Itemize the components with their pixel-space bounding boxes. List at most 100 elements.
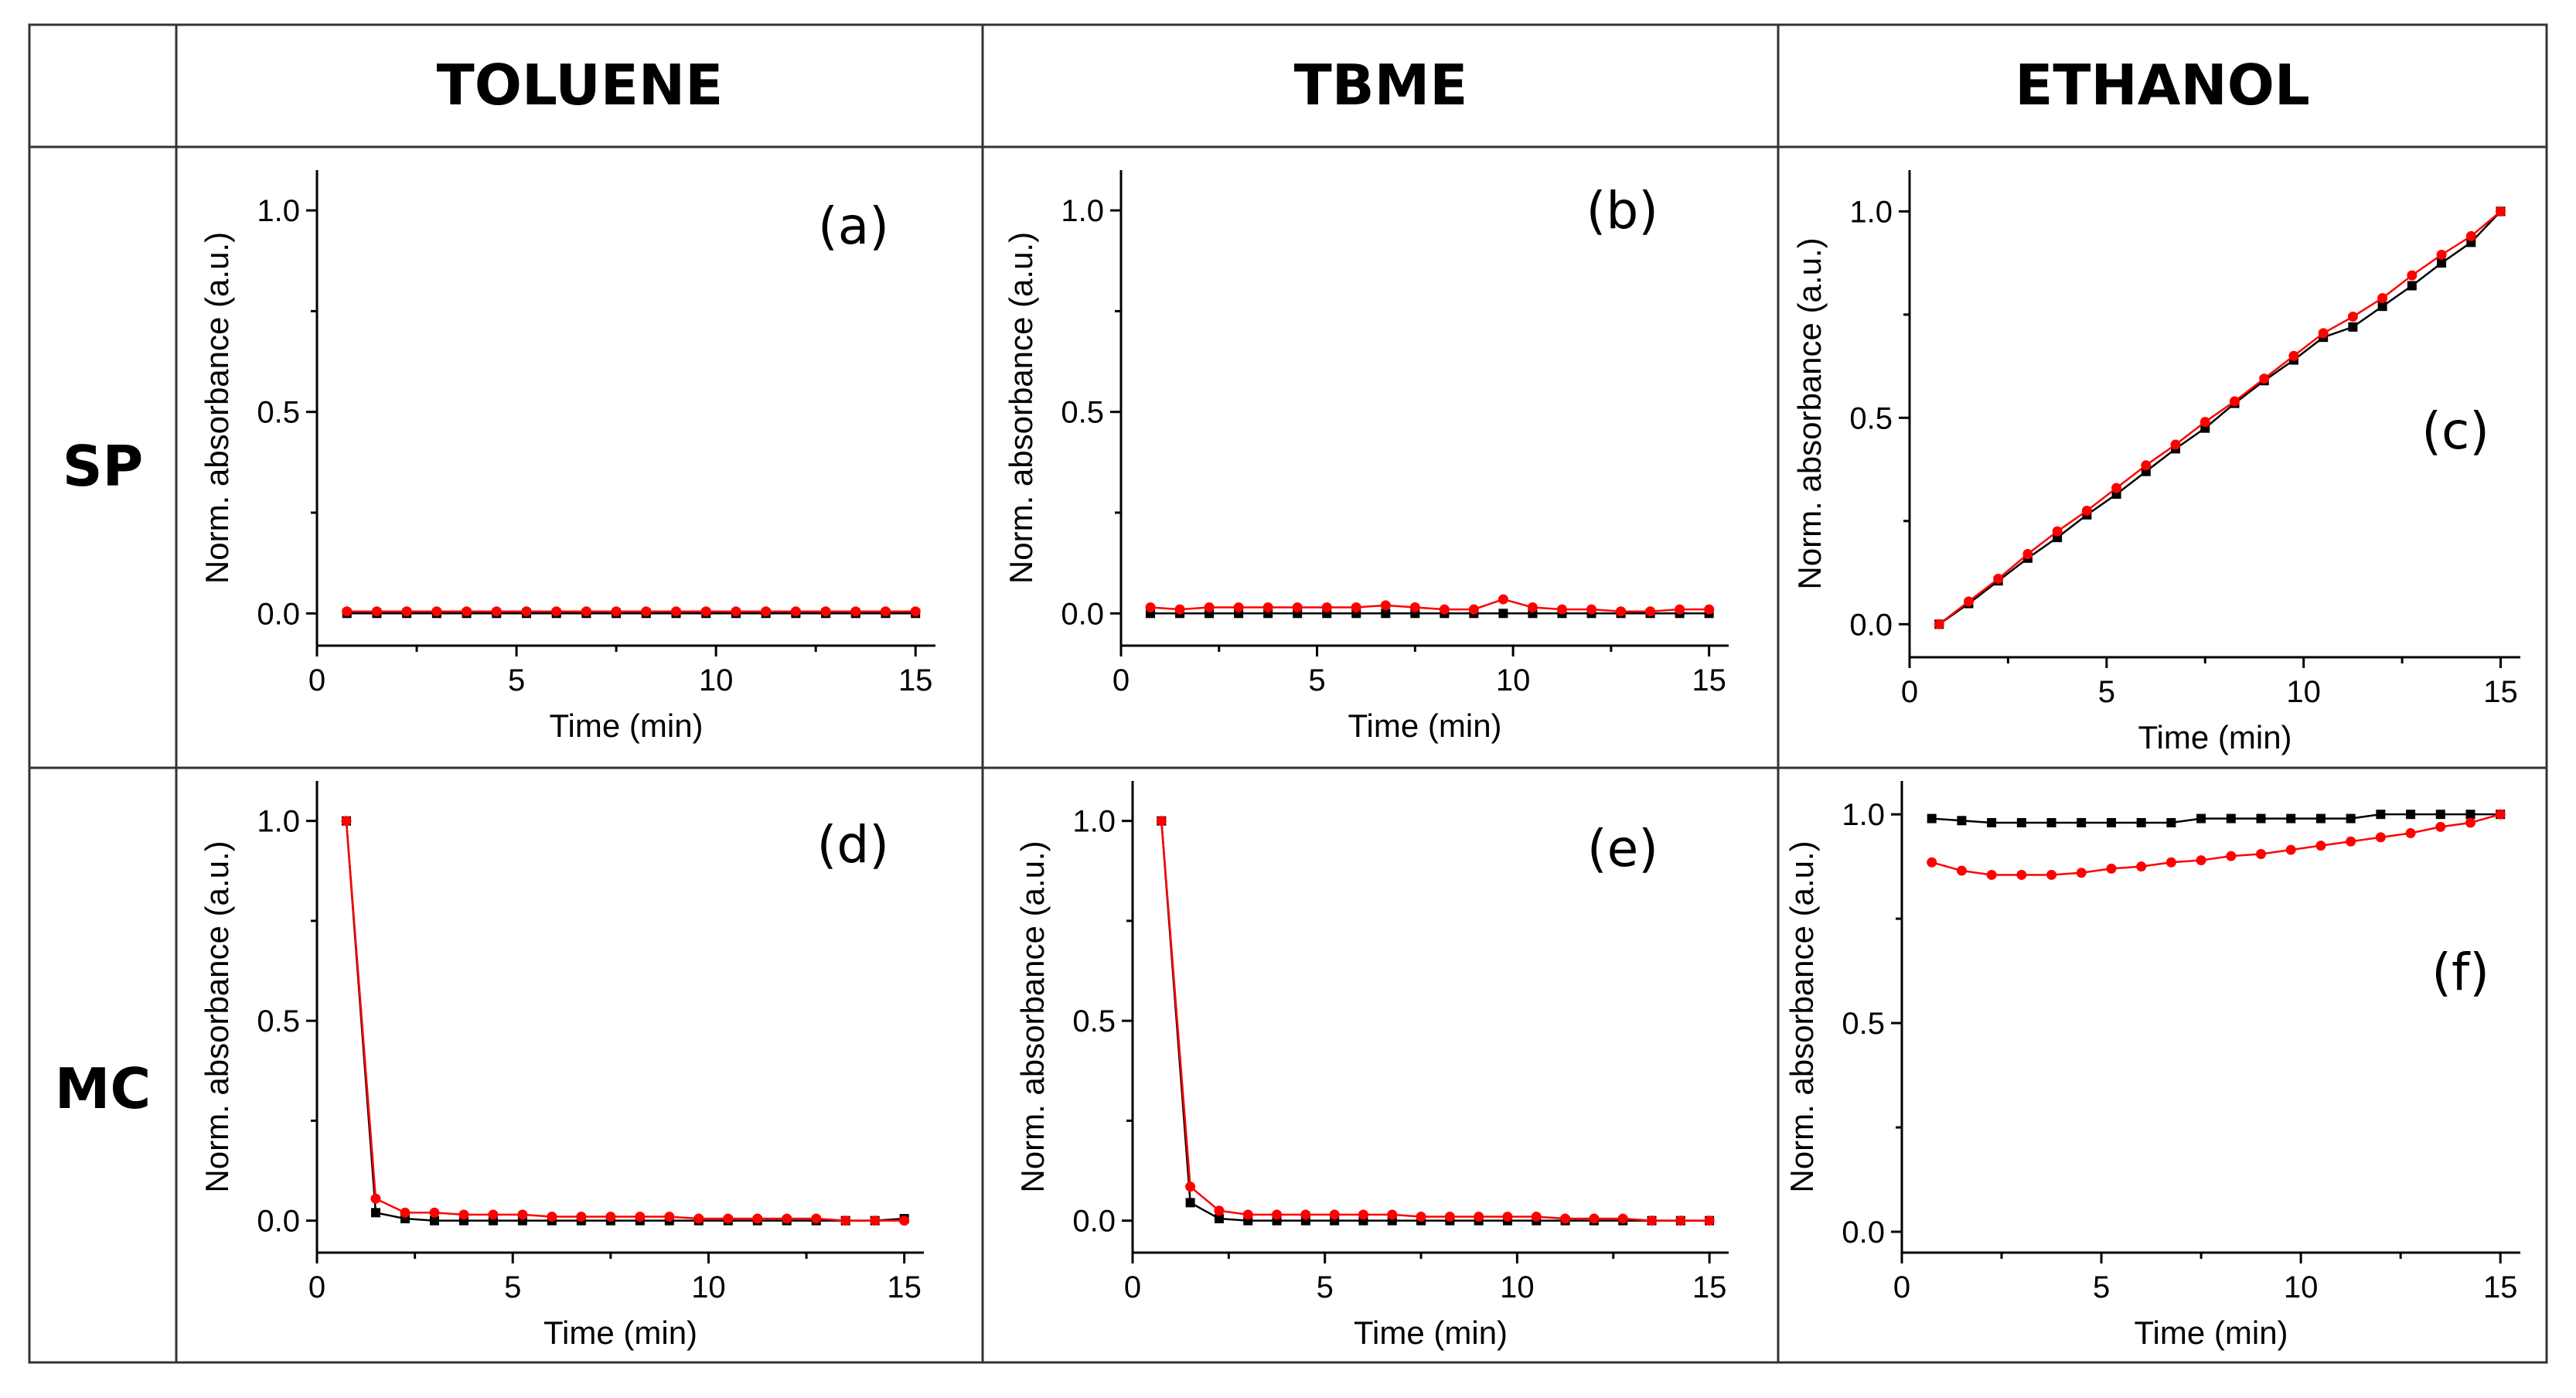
data-point-red xyxy=(880,606,891,617)
data-point-red xyxy=(820,606,831,617)
data-point-black xyxy=(2377,302,2387,312)
y-tick-label: 0.0 xyxy=(257,597,300,631)
x-tick-label: 10 xyxy=(1500,1270,1535,1304)
data-point-red xyxy=(2407,270,2418,281)
charts-layer: 0 5 10 15 0.0 0.5 1.0 Time (min) Norm. absorbanc… xyxy=(199,170,2520,1351)
data-point-red xyxy=(1174,604,1185,615)
data-point-red xyxy=(1647,1216,1658,1226)
data-point-red xyxy=(899,1216,910,1226)
x-tick-label: 5 xyxy=(2093,1270,2110,1304)
data-point-black xyxy=(2346,813,2356,823)
x-tick-label: 10 xyxy=(699,663,734,697)
data-point-red xyxy=(611,606,622,617)
panel-label: (f) xyxy=(2431,943,2489,1002)
x-tick-label: 10 xyxy=(691,1270,726,1304)
data-point-red xyxy=(2495,809,2506,820)
data-point-red xyxy=(2315,841,2326,851)
chart-6: 0 5 10 15 0.0 0.5 1.0 Time (min) Norm. absorbanc… xyxy=(1784,781,2520,1351)
data-point-red xyxy=(1387,1209,1398,1220)
panel-label: (a) xyxy=(818,196,889,256)
data-point-red xyxy=(431,606,442,617)
x-tick-label: 15 xyxy=(2483,675,2518,709)
data-point-red xyxy=(1927,857,1937,868)
x-axis-title: Time (min) xyxy=(2134,1314,2288,1351)
data-point-black xyxy=(1987,817,1997,827)
data-point-red xyxy=(2226,851,2237,861)
data-point-red xyxy=(2405,827,2416,838)
data-point-red xyxy=(1321,602,1332,612)
y-tick-label: 0.5 xyxy=(1842,1007,1885,1041)
data-point-red xyxy=(1242,1209,1253,1220)
x-tick-label: 0 xyxy=(308,663,325,697)
data-point-red xyxy=(1502,1211,1513,1222)
data-point-red xyxy=(1616,606,1627,617)
y-tick-label: 1.0 xyxy=(1061,194,1104,228)
data-point-red xyxy=(2436,249,2447,260)
data-point-red xyxy=(2259,373,2270,384)
data-point-red xyxy=(2465,817,2475,828)
x-axis-title: Time (min) xyxy=(549,708,703,744)
data-point-black xyxy=(429,1216,439,1226)
data-point-red xyxy=(790,606,801,617)
data-point-red xyxy=(2111,482,2122,493)
x-tick-label: 0 xyxy=(1113,663,1130,697)
y-axis-title: Norm. absorbance (a.u.) xyxy=(199,232,235,584)
data-point-red xyxy=(731,606,741,617)
x-tick-label: 15 xyxy=(1692,1270,1727,1304)
series-line-black xyxy=(1931,813,2501,824)
data-point-red xyxy=(1233,602,1244,612)
data-point-black xyxy=(370,1208,380,1218)
data-point-black xyxy=(2437,258,2447,268)
data-point-red xyxy=(2022,549,2033,560)
data-point-black xyxy=(2407,281,2417,291)
data-point-black xyxy=(2226,813,2236,823)
chart-5: 0 5 10 15 0.0 0.5 1.0 Time (min) Norm. absorbanc… xyxy=(1014,781,1729,1351)
data-point-black xyxy=(1498,609,1508,619)
data-point-red xyxy=(1704,1216,1715,1226)
panel-label: (e) xyxy=(1587,819,1658,878)
series-line-red xyxy=(1938,210,2502,626)
data-point-red xyxy=(2346,836,2356,847)
data-point-black xyxy=(2077,817,2087,827)
data-point-red xyxy=(641,606,652,617)
data-point-red xyxy=(1329,1209,1340,1220)
column-header-toluene: TOLUENE xyxy=(437,53,724,118)
data-point-red xyxy=(1444,1211,1455,1222)
data-point-black xyxy=(2256,813,2266,823)
y-axis-title: Norm. absorbance (a.u.) xyxy=(1791,237,1828,589)
data-point-red xyxy=(1675,1216,1686,1226)
x-axis-title: Time (min) xyxy=(1354,1314,1508,1351)
data-point-red xyxy=(1474,1211,1484,1222)
y-tick-label: 0.0 xyxy=(1849,608,1893,642)
row-header-mc: MC xyxy=(55,1056,152,1121)
chart-4: 0 5 10 15 0.0 0.5 1.0 Time (min) Norm. absorbanc… xyxy=(199,781,924,1351)
data-point-black xyxy=(2136,817,2146,827)
series-line-red xyxy=(1160,820,1710,1222)
data-point-red xyxy=(517,1209,528,1220)
data-point-red xyxy=(870,1216,881,1226)
data-point-black xyxy=(2348,322,2358,332)
data-point-red xyxy=(462,606,472,617)
data-point-red xyxy=(1589,1213,1600,1224)
y-axis-title: Norm. absorbance (a.u.) xyxy=(1003,232,1039,584)
series-line-black xyxy=(1160,820,1710,1222)
data-point-red xyxy=(1527,602,1538,612)
data-point-red xyxy=(401,606,412,617)
panel-label: (b) xyxy=(1586,181,1658,240)
data-point-red xyxy=(576,1211,587,1222)
x-axis-title: Time (min) xyxy=(543,1314,697,1351)
data-point-red xyxy=(782,1213,792,1224)
data-point-red xyxy=(1214,1205,1225,1216)
x-tick-label: 15 xyxy=(887,1270,922,1304)
data-point-black xyxy=(1927,813,1937,823)
data-point-red xyxy=(547,1211,557,1222)
data-point-red xyxy=(341,816,352,827)
x-tick-label: 15 xyxy=(898,663,933,697)
data-point-red xyxy=(2052,526,2063,537)
y-tick-label: 0.5 xyxy=(1849,401,1893,435)
data-point-red xyxy=(2496,206,2506,217)
x-tick-label: 15 xyxy=(1692,663,1726,697)
data-point-red xyxy=(581,606,591,617)
data-point-red xyxy=(2347,312,2358,322)
